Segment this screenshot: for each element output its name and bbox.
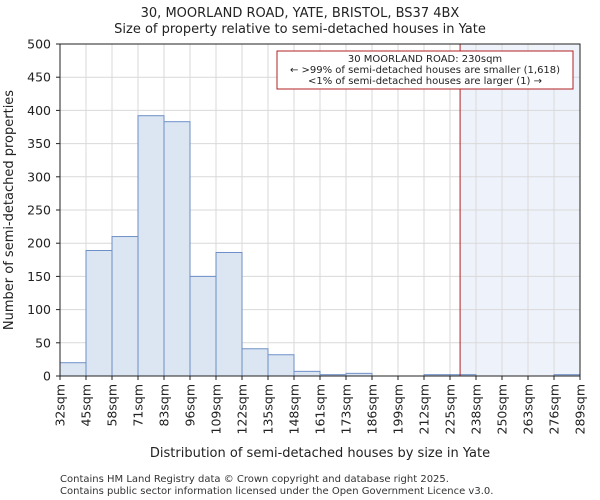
bar-96sqm (189, 275, 217, 377)
y-tick-label-3: 150 (27, 269, 51, 284)
y-tick-label-10: 500 (27, 37, 51, 52)
x-axis-label: Distribution of semi-detached houses by … (150, 446, 490, 461)
x-tick-label-13: 199sqm (391, 384, 406, 434)
y-tick-label-0: 0 (43, 369, 51, 384)
x-tick-label-18: 263sqm (521, 384, 536, 434)
x-tick-label-19: 276sqm (547, 384, 562, 434)
footer-line-2: Contains public sector information licen… (60, 486, 493, 497)
x-tick-label-0: 32sqm (53, 384, 68, 427)
y-tick-label-7: 350 (27, 136, 51, 151)
bar-45sqm (85, 250, 113, 377)
chart-title: 30, MOORLAND ROAD, YATE, BRISTOL, BS37 4… (141, 6, 460, 21)
x-tick-label-2: 58sqm (105, 384, 120, 427)
y-tick-label-9: 450 (27, 70, 51, 85)
annotation-line-1: 30 MOORLAND ROAD: 230sqm (348, 54, 502, 65)
y-tick-label-5: 250 (27, 203, 51, 218)
y-tick-label-1: 50 (35, 335, 51, 350)
x-tick-label-7: 122sqm (235, 384, 250, 434)
bar-58sqm (111, 236, 139, 377)
y-tick-label-4: 200 (27, 236, 51, 251)
y-tick-label-2: 100 (27, 302, 51, 317)
annotation-line-2: ← >99% of semi-detached houses are small… (290, 65, 560, 76)
x-tick-label-10: 161sqm (313, 384, 328, 434)
x-tick-label-11: 173sqm (339, 384, 354, 434)
y-tick-label-6: 300 (27, 169, 51, 184)
x-tick-label-9: 148sqm (287, 384, 302, 434)
x-tick-label-8: 135sqm (261, 384, 276, 434)
y-tick-label-8: 400 (27, 103, 51, 118)
x-tick-label-6: 109sqm (209, 384, 224, 434)
x-tick-label-4: 83sqm (157, 384, 172, 427)
annotation-box (276, 50, 574, 90)
x-tick-label-17: 250sqm (495, 384, 510, 434)
x-tick-label-14: 212sqm (417, 384, 432, 434)
x-tick-label-5: 96sqm (183, 384, 198, 427)
bar-71sqm (137, 115, 165, 377)
bar-32sqm (59, 362, 87, 377)
bar-148sqm (293, 370, 321, 377)
x-tick-label-20: 289sqm (573, 384, 588, 434)
x-tick-label-1: 45sqm (79, 384, 94, 427)
bar-135sqm (267, 354, 295, 377)
x-tick-label-3: 71sqm (131, 384, 146, 427)
x-tick-label-16: 238sqm (469, 384, 484, 434)
bar-109sqm (215, 251, 243, 377)
annotation-line-3: <1% of semi-detached houses are larger (… (308, 76, 542, 87)
plot-area: 0 50 100 150 200 250 300 350 400 450 500 32sqm 45sqm… (27, 37, 587, 435)
y-axis-label: Number of semi-detached properties (2, 90, 17, 330)
bar-83sqm (163, 121, 191, 377)
footer-line-1: Contains HM Land Registry data © Crown c… (60, 474, 449, 485)
chart-subtitle: Size of property relative to semi-detach… (114, 22, 486, 37)
x-tick-label-12: 186sqm (365, 384, 380, 434)
bar-122sqm (241, 348, 269, 377)
x-tick-label-15: 225sqm (443, 384, 458, 434)
